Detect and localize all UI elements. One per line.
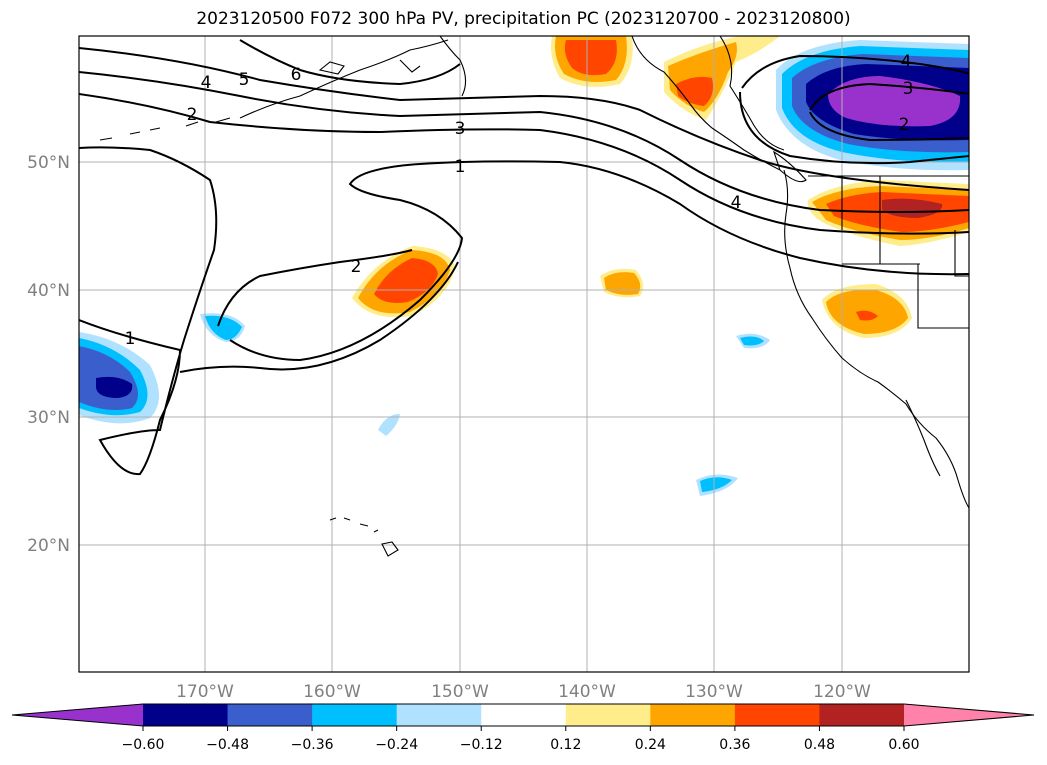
pv-contour-5 [79,47,969,191]
negative-anomaly-hawaii [378,414,400,436]
colorbar-segment [650,704,736,726]
lon-label: 130°W [685,682,743,702]
contour-label: 4 [901,52,912,72]
contour-labels: 1 2 3 4 5 6 4 2 4 2 3 4 1 [125,52,914,349]
colorbar-segment [227,704,313,726]
lat-label: 30°N [27,408,70,428]
contour-label: 1 [125,329,136,349]
pv-contour-1b [179,261,459,373]
lon-label: 160°W [303,682,361,702]
pv-contour-2 [217,249,413,327]
pv-contour-1-west [79,146,218,476]
pv-contours [79,39,969,476]
contour-label: 2 [899,115,910,135]
contour-label: 5 [239,70,250,90]
pv-contour-2-ne [809,111,969,142]
contour-label: 6 [291,65,302,85]
lon-label: 170°W [176,682,234,702]
pv-contour-4-ne [741,54,969,89]
colorbar-tick-label: −0.12 [460,737,503,753]
colorbar: −0.60 −0.48 −0.36 −0.24 −0.12 0.12 0.24 0.36 0.4… [11,703,1035,753]
colorbar-segment [481,704,567,726]
longitude-labels: 170°W 160°W 150°W 140°W 130°W 120°W [176,682,871,702]
colorbar-tick-label: 0.60 [888,737,919,753]
lat-label: 50°N [27,153,70,173]
colorbar-tick-label: 0.12 [550,737,581,753]
contour-label: 1 [455,157,466,177]
lon-label: 150°W [431,682,489,702]
contour-label: 3 [455,119,466,139]
positive-anomaly-alaska-coast [664,36,780,120]
pv-contour-3 [79,93,969,235]
colorbar-tick-label: 0.48 [804,737,835,753]
colorbar-tick-label: −0.36 [291,737,334,753]
colorbar-tick-label: 0.24 [635,737,666,753]
negative-anomaly-northeast [776,40,969,171]
negative-anomaly-170w [200,313,245,342]
pv-contour-ne-loop [739,91,969,165]
colorbar-segment [312,704,398,726]
negative-anomaly-west [79,332,159,424]
colorbar-tick-label: −0.48 [206,737,249,753]
contour-label: 3 [903,79,914,99]
colorbar-segment [565,704,651,726]
pv-contour-3-ne [809,82,969,111]
pv-contour-6 [239,39,461,86]
colorbar-extend-low [12,704,143,726]
colorbar-extend-high [904,704,1034,726]
pv-contour-1 [229,160,969,362]
precip-anomaly-fill [79,36,969,496]
colorbar-tick-label: −0.24 [375,737,418,753]
contour-label: 4 [731,193,742,213]
colorbar-segment [819,704,905,726]
colorbar-segment [143,704,229,726]
positive-anomaly-140w [551,36,633,87]
pv-contour-4 [79,71,969,213]
graticule [79,36,969,672]
colorbar-tick-label: −0.60 [122,737,165,753]
lon-label: 140°W [558,682,616,702]
positive-anomaly-117w [807,180,969,246]
colorbar-tick-label: 0.36 [719,737,750,753]
latitude-labels: 50°N 40°N 30°N 20°N [27,153,70,556]
contour-label: 2 [187,105,198,125]
map-title: 2023120500 F072 300 hPa PV, precipitatio… [196,9,851,29]
contour-label: 2 [351,257,362,277]
positive-anomaly-118w [822,284,912,338]
lon-label: 120°W [813,682,871,702]
lat-label: 40°N [27,281,70,301]
coastlines [99,36,969,557]
map-frame [78,35,970,673]
lat-label: 20°N [27,536,70,556]
colorbar-segment [396,704,482,726]
contour-label: 4 [201,73,212,93]
positive-anomaly-137w [600,268,644,298]
colorbar-segment [734,704,820,726]
